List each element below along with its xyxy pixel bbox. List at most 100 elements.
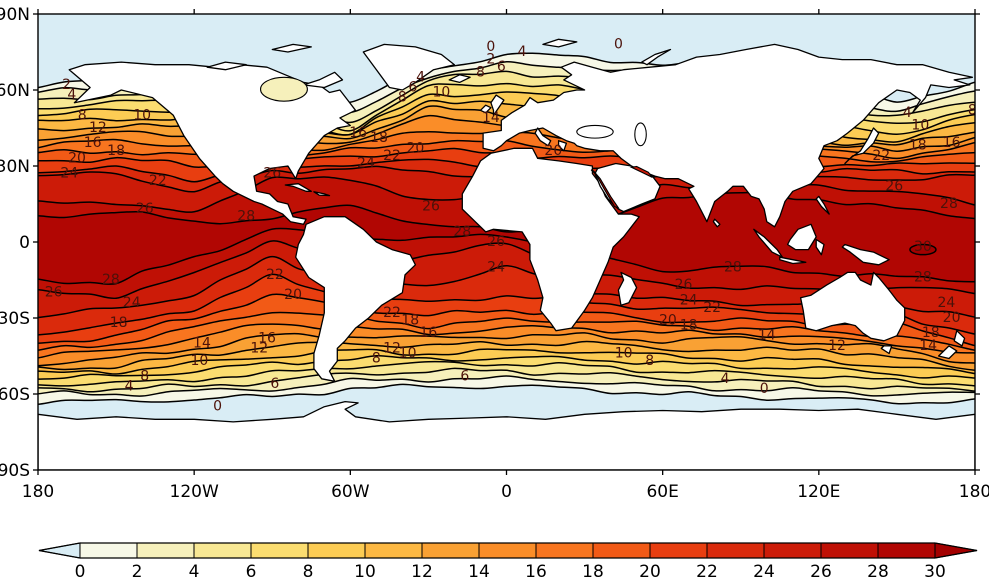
landmass-greenland [362, 43, 456, 91]
landmass-greece [557, 140, 568, 152]
landmass-borneo [786, 223, 817, 251]
landmass-hispaniola [313, 191, 331, 197]
colorbar-over-arrow [934, 542, 978, 559]
contour-label-6: 6 [270, 376, 279, 392]
colorbar-segment-8 [535, 542, 594, 559]
contour-label-28: 28 [453, 224, 471, 240]
y-tick-label: 60N [0, 81, 30, 101]
contour-label-8: 8 [968, 102, 977, 118]
contour-label-26: 26 [263, 166, 281, 182]
colorbar-segment-10 [649, 542, 708, 559]
contour-label-26: 26 [885, 178, 903, 194]
contour-label-26: 26 [675, 277, 693, 293]
contour-label-6: 6 [408, 79, 417, 95]
colorbar-segment-2 [193, 542, 252, 559]
colorbar-tick-label: 26 [810, 562, 832, 578]
contour-label-20: 20 [943, 310, 961, 326]
colorbar-tick-label: 2 [132, 562, 143, 578]
colorbar-segment-12 [763, 542, 822, 559]
contour-label-22: 22 [872, 148, 890, 164]
colorbar-tick-label: 8 [303, 562, 314, 578]
isotherm-south-2 [38, 375, 975, 397]
contour-label-10: 10 [911, 117, 929, 133]
contour-label-18: 18 [909, 138, 927, 154]
isotherm-south-18 [38, 311, 975, 351]
colorbar-segment-7 [478, 542, 537, 559]
isotherm-south-10 [38, 348, 975, 375]
colorbar-tick-label: 10 [354, 562, 376, 578]
contour-label-0: 0 [614, 36, 623, 52]
contour-label-22: 22 [149, 173, 167, 189]
contour-label-30: 30 [914, 239, 932, 255]
contour-label-20: 20 [406, 140, 424, 156]
contour-label-24: 24 [357, 155, 375, 171]
colorbar-tick-label: 16 [525, 562, 547, 578]
x-tick-label: 180 [959, 482, 989, 502]
landmass-cuba [284, 183, 312, 192]
contour-label-18: 18 [110, 315, 128, 331]
contour-label-16: 16 [349, 125, 367, 141]
contour-label-18: 18 [680, 318, 698, 334]
landmass-ireland [479, 104, 492, 114]
contour-label-4: 4 [67, 87, 76, 103]
contour-label-4: 4 [518, 44, 527, 60]
landmass-japan [844, 127, 880, 165]
contour-label-24: 24 [123, 295, 141, 311]
contour-label-8: 8 [78, 107, 87, 123]
contour-label-2: 2 [62, 77, 71, 93]
colorbar-tick-label: 20 [639, 562, 661, 578]
colorbar-tick-label: 6 [246, 562, 257, 578]
landmass-antarctica [38, 400, 975, 470]
contour-label-18: 18 [107, 143, 125, 159]
isotherm-south-6 [38, 360, 975, 387]
colorbar-segment-5 [364, 542, 423, 559]
landmass-new-guinea [841, 243, 890, 266]
isotherm-south-14 [38, 332, 975, 367]
contour-label-10: 10 [190, 353, 208, 369]
contour-label-10: 10 [433, 85, 451, 101]
contour-label-16: 16 [258, 330, 276, 346]
isotherm-south-16 [38, 323, 975, 359]
colorbar-segment-9 [592, 542, 651, 559]
contour-label-8: 8 [645, 353, 654, 369]
landmass-novaya-zemlya [641, 48, 672, 66]
contour-label-18: 18 [401, 313, 419, 329]
contour-label-8: 8 [372, 351, 381, 367]
colorbar-tick-label: 28 [867, 562, 889, 578]
contour-label-22: 22 [703, 300, 721, 316]
contour-label-20: 20 [284, 287, 302, 303]
contour-label-28: 28 [940, 196, 958, 212]
landmass-svalbard [542, 38, 578, 48]
landmass-tasmania [880, 345, 893, 355]
caspian-sea [634, 122, 647, 147]
black-sea [576, 124, 614, 139]
contour-label-14: 14 [919, 338, 937, 354]
landmass-new-zealand-north [953, 330, 966, 347]
contour-label-4: 4 [903, 105, 912, 121]
contour-label-16: 16 [420, 325, 438, 341]
contour-label-12: 12 [383, 340, 401, 356]
colorbar-tick-label: 14 [468, 562, 490, 578]
landmass-south-america [295, 216, 417, 382]
colorbar-tick-label: 12 [411, 562, 433, 578]
contour-label-28: 28 [102, 272, 120, 288]
contour-label-10: 10 [399, 345, 417, 361]
colorbar-segment-0 [79, 542, 138, 559]
contour-label-12: 12 [828, 338, 846, 354]
isotherm-north-28 [38, 191, 975, 233]
contour-label-16: 16 [943, 135, 961, 151]
landmass-sulawesi [815, 238, 825, 256]
contour-label-14: 14 [193, 335, 211, 351]
landmass-africa [461, 147, 640, 332]
landmass-sri-lanka [712, 218, 721, 228]
y-tick-label: 60S [0, 385, 30, 405]
isotherm-south-8 [38, 355, 975, 380]
contour-label-12: 12 [89, 120, 107, 136]
contour-label-18: 18 [922, 325, 940, 341]
contour-label-24: 24 [487, 259, 505, 275]
contour-label-6: 6 [497, 59, 506, 75]
contour-label-28: 28 [237, 209, 255, 225]
x-tick-label: 60E [646, 482, 678, 502]
contour-label-28: 28 [914, 269, 932, 285]
